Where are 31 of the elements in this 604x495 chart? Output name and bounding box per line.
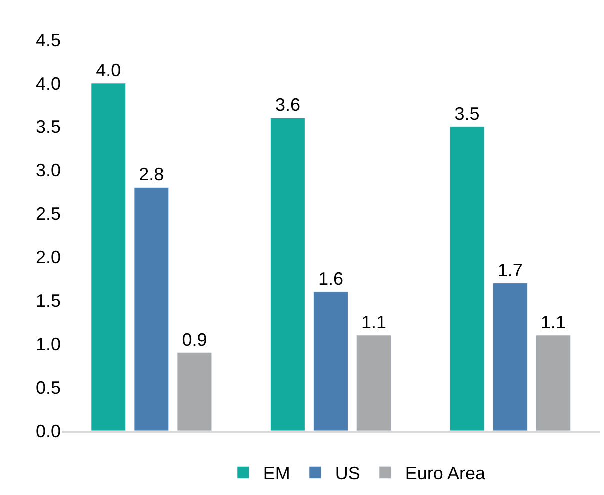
y-tick-label: 4.0 bbox=[36, 74, 61, 94]
bar bbox=[134, 187, 170, 431]
data-label: 1.1 bbox=[362, 312, 387, 332]
data-label: 4.0 bbox=[96, 60, 122, 80]
data-label: 0.9 bbox=[182, 330, 208, 350]
y-tick-label: 0.0 bbox=[36, 421, 61, 442]
y-tick-label: 0.5 bbox=[36, 378, 61, 398]
bar bbox=[314, 292, 348, 431]
y-tick-label: 1.0 bbox=[36, 334, 61, 354]
y-tick-label: 2.5 bbox=[36, 204, 61, 224]
y-tick-label: 2.0 bbox=[36, 248, 61, 268]
data-label: 3.6 bbox=[275, 95, 300, 116]
bar bbox=[492, 283, 528, 431]
data-label: 1.7 bbox=[498, 260, 523, 280]
y-tick-label: 1.5 bbox=[36, 290, 61, 311]
legend-label: US bbox=[335, 464, 360, 484]
bar bbox=[356, 335, 392, 431]
y-tick-label: 3.5 bbox=[36, 117, 61, 138]
data-label: 1.6 bbox=[318, 268, 344, 289]
data-label: 3.5 bbox=[454, 104, 480, 124]
legend-label: EM bbox=[263, 464, 290, 484]
bar bbox=[270, 118, 306, 431]
data-label: 1.1 bbox=[540, 312, 566, 332]
bar bbox=[91, 83, 126, 431]
y-tick-label: 4.5 bbox=[36, 30, 61, 50]
bar bbox=[450, 126, 485, 431]
data-label: 2.8 bbox=[139, 164, 164, 185]
bar bbox=[177, 352, 212, 431]
bar bbox=[536, 335, 571, 431]
legend-label: Euro Area bbox=[405, 464, 486, 484]
y-tick-label: 3.0 bbox=[36, 160, 61, 181]
